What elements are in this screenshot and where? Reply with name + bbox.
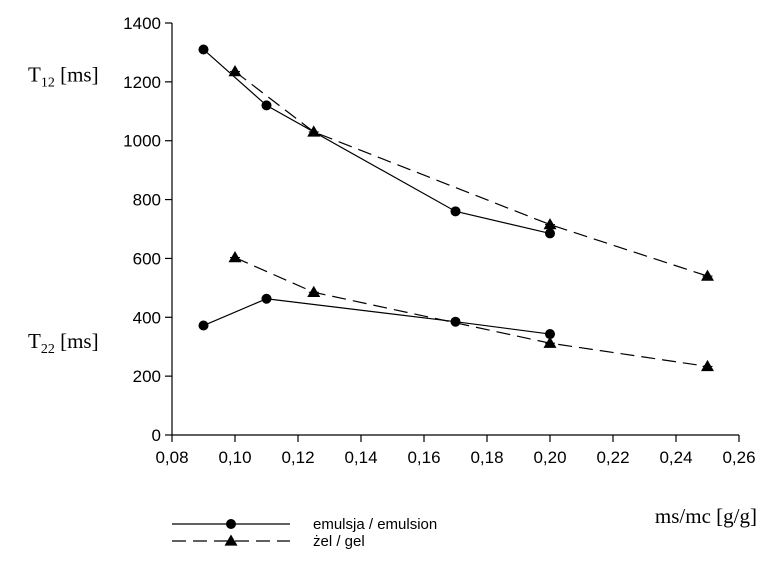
data-point-triangle <box>228 65 242 77</box>
legend-label: żel / gel <box>313 533 365 550</box>
data-point-triangle <box>543 218 557 230</box>
t22-unit: [ms] <box>55 329 99 353</box>
legend-entry: żel / gel <box>172 533 365 550</box>
y-tick-label: 1200 <box>123 73 161 92</box>
t12-sub: 12 <box>41 76 55 91</box>
data-point-triangle <box>543 336 557 348</box>
legend-label: emulsja / emulsion <box>313 516 437 533</box>
x-tick-label: 0,22 <box>596 448 629 467</box>
x-tick-label: 0,18 <box>470 448 503 467</box>
series-t22-triangle <box>228 251 714 372</box>
x-tick-label: 0,10 <box>218 448 251 467</box>
legend-entry: emulsja / emulsion <box>172 516 437 533</box>
t12-main: T <box>28 63 41 87</box>
series-t12-triangle <box>228 65 714 281</box>
data-point-triangle <box>307 125 321 137</box>
y-tick-label: 600 <box>133 249 161 268</box>
data-point-circle <box>545 329 555 340</box>
data-point-triangle <box>307 285 321 297</box>
x-tick-label: 0,16 <box>407 448 440 467</box>
t22-sub: 22 <box>41 342 55 357</box>
t12-unit: [ms] <box>55 63 99 87</box>
data-point-circle <box>450 316 461 327</box>
y-ticks: 0 200 400 600 800 1000 1200 1400 <box>123 14 172 445</box>
data-point-circle <box>261 100 272 111</box>
series-line <box>234 256 708 368</box>
data-point-triangle <box>224 534 238 546</box>
x-axis-label: ms/mc [g/g] <box>655 504 757 528</box>
series-layer <box>198 44 714 372</box>
x-tick-label: 0,20 <box>533 448 566 467</box>
series-line <box>203 298 551 335</box>
data-point-circle <box>198 320 209 331</box>
y-tick-label: 200 <box>133 367 161 386</box>
t22-annotation: T22 [ms] <box>28 329 99 357</box>
x-ticks: 0,08 0,10 0,12 0,14 0,16 0,18 0,20 0,22 0,24 0,26 <box>155 435 756 467</box>
series-line <box>234 71 708 277</box>
axes <box>171 23 739 436</box>
data-point-circle <box>450 206 461 217</box>
data-point-triangle <box>701 359 714 372</box>
series-t12-circle <box>198 44 555 239</box>
y-tick-label: 1400 <box>123 14 161 33</box>
series-t22-circle <box>198 293 555 340</box>
y-tick-label: 400 <box>133 308 161 327</box>
data-point-circle <box>226 519 236 529</box>
x-tick-label: 0,26 <box>722 448 755 467</box>
data-point-triangle <box>701 269 714 281</box>
x-tick-label: 0,08 <box>155 448 188 467</box>
y-tick-label: 0 <box>152 426 161 445</box>
y-tick-label: 1000 <box>123 132 161 151</box>
x-tick-label: 0,12 <box>281 448 314 467</box>
x-tick-label: 0,24 <box>659 448 692 467</box>
t22-main: T <box>28 329 41 353</box>
data-point-circle <box>261 293 272 304</box>
t12-annotation: T12 [ms] <box>28 63 99 91</box>
data-point-triangle <box>228 251 242 263</box>
x-tick-label: 0,14 <box>344 448 377 467</box>
data-point-circle <box>545 228 555 239</box>
data-point-circle <box>198 44 209 55</box>
y-tick-label: 800 <box>133 191 161 210</box>
series-line <box>203 49 551 234</box>
